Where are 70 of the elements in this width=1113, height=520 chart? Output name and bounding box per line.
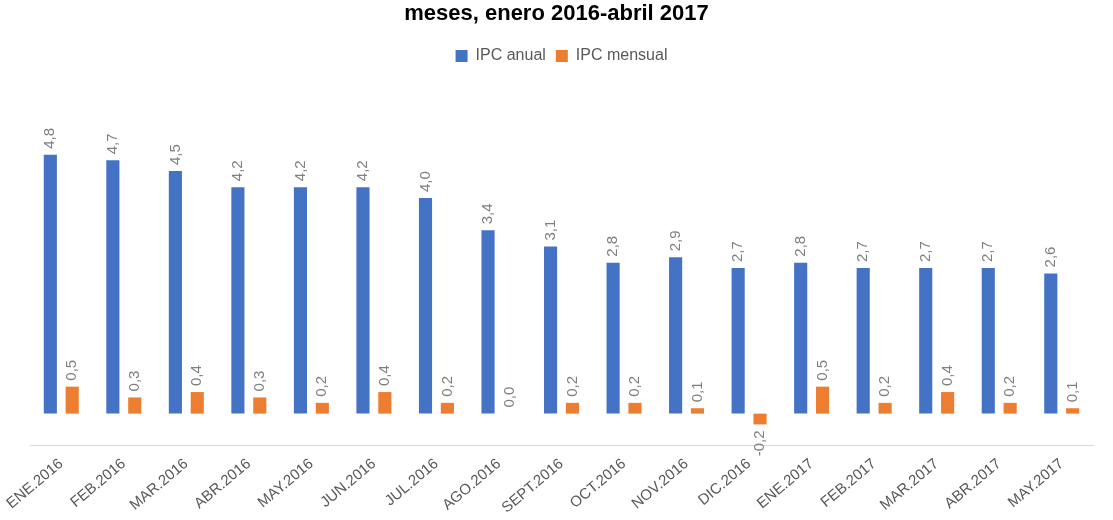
data-label: 0,5 xyxy=(812,359,830,381)
data-label: 0,4 xyxy=(187,365,205,387)
data-label: 4,0 xyxy=(415,171,433,192)
data-label: 0,2 xyxy=(875,375,893,397)
bar xyxy=(43,154,57,414)
bar xyxy=(65,386,79,414)
bar xyxy=(418,197,433,414)
data-label: 2,8 xyxy=(790,235,808,257)
data-label: 0,5 xyxy=(62,359,80,381)
bar xyxy=(565,402,580,414)
data-label: -0,2 xyxy=(750,430,768,457)
data-label: 2,8 xyxy=(603,235,621,257)
bar xyxy=(168,171,182,414)
bar xyxy=(190,392,204,414)
bar xyxy=(669,257,683,414)
bar xyxy=(753,413,767,425)
bar xyxy=(941,392,955,414)
data-label: 0,0 xyxy=(500,386,518,408)
bar xyxy=(731,268,745,414)
bar xyxy=(378,392,392,414)
data-label: 0,1 xyxy=(687,381,705,403)
bar xyxy=(606,262,620,414)
bar xyxy=(628,402,642,414)
data-label: 0,2 xyxy=(562,375,580,397)
data-label: 3,1 xyxy=(540,219,558,241)
data-label: 2,7 xyxy=(978,241,996,263)
data-label: 0,3 xyxy=(124,370,142,392)
data-label: 4,2 xyxy=(228,160,246,182)
bar xyxy=(794,262,808,414)
bar xyxy=(1044,273,1058,414)
bar xyxy=(543,246,558,414)
bar xyxy=(690,408,705,414)
data-label: 0,2 xyxy=(625,375,643,397)
data-label: 0,2 xyxy=(312,375,330,397)
bar xyxy=(981,268,995,414)
data-label: 2,7 xyxy=(915,241,933,263)
data-label: 4,2 xyxy=(290,160,308,182)
data-label: 2,7 xyxy=(728,241,746,263)
bar xyxy=(106,160,120,414)
data-label: 4,7 xyxy=(102,133,120,155)
data-label: 4,8 xyxy=(40,128,58,149)
data-label: 2,7 xyxy=(853,241,871,263)
data-label: 2,6 xyxy=(1040,246,1058,268)
bar xyxy=(253,397,267,414)
data-label: 0,4 xyxy=(937,365,955,387)
bar xyxy=(919,268,933,414)
chart-title: meses, enero 2016-abril 2017 xyxy=(403,0,710,26)
bar xyxy=(1003,402,1017,414)
bar xyxy=(293,187,308,414)
legend-label: IPC anual xyxy=(475,46,546,64)
data-label: 0,4 xyxy=(375,365,392,387)
bar xyxy=(128,397,142,414)
data-label: 0,3 xyxy=(249,370,267,392)
data-label: 0,2 xyxy=(1000,375,1018,397)
bar xyxy=(356,187,370,414)
data-label: 3,4 xyxy=(478,203,496,225)
bar xyxy=(315,402,329,414)
bar xyxy=(878,402,892,414)
data-label: 4,5 xyxy=(165,144,183,166)
data-label: 0,1 xyxy=(1062,381,1080,403)
data-label: 2,9 xyxy=(665,230,683,252)
bar xyxy=(440,402,454,414)
data-label: 4,2 xyxy=(353,160,371,182)
data-label: 0,2 xyxy=(437,375,455,397)
legend-label: IPC mensual xyxy=(575,46,668,64)
bar xyxy=(1066,408,1080,414)
bar xyxy=(231,187,245,414)
bar xyxy=(816,386,830,414)
bar xyxy=(856,268,870,414)
bar xyxy=(481,230,495,414)
